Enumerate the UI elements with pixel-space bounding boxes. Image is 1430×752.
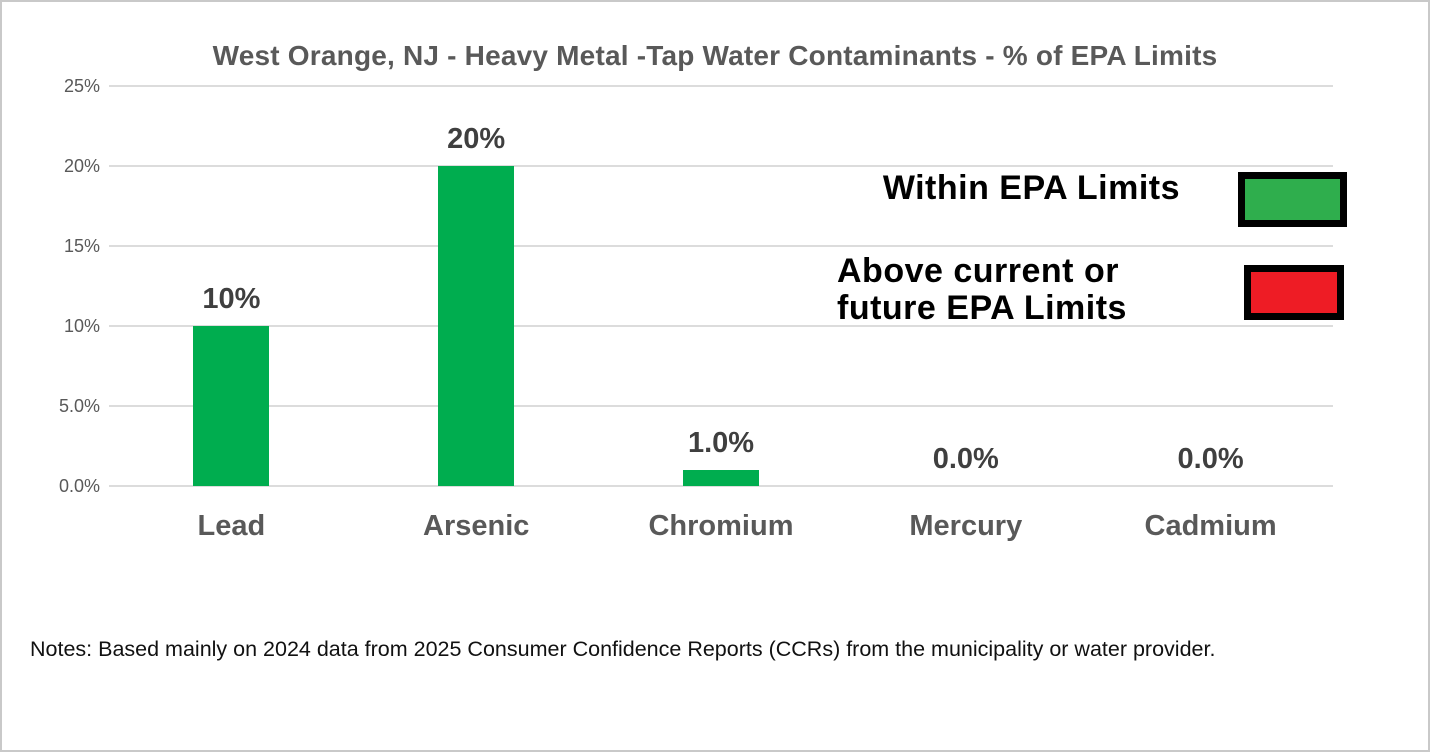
y-tick-25: 25%	[63, 76, 100, 96]
bar-value-label-chromium: 1.0%	[687, 427, 755, 459]
bar-value-label-arsenic: 20%	[447, 123, 506, 155]
plot-area: 10% 20% 1.0% 0.0% 0.0%	[109, 85, 1333, 487]
legend-swatch-green	[1238, 172, 1347, 227]
bar-column-cadmium: 0.0%	[1088, 86, 1333, 486]
y-tick-5: 5.0%	[58, 396, 100, 416]
bar-column-chromium: 1.0%	[599, 86, 844, 486]
bar-lead	[193, 326, 270, 486]
legend-label-above-limits: Above current or future EPA Limits	[837, 252, 1127, 327]
notes-text: Notes: Based mainly on 2024 data from 20…	[30, 637, 1216, 661]
bar-value-label-cadmium: 0.0%	[1177, 443, 1244, 475]
bar-column-arsenic: 20%	[354, 86, 599, 486]
y-tick-15: 15%	[63, 236, 100, 256]
gridline-25pct	[109, 85, 1333, 87]
x-label-chromium: Chromium	[648, 510, 794, 542]
x-label-cadmium: Cadmium	[1144, 510, 1277, 542]
gridline-15pct	[109, 245, 1333, 247]
chart-title: West Orange, NJ - Heavy Metal -Tap Water…	[212, 40, 1218, 71]
legend-label-within-limits: Within EPA Limits	[882, 169, 1180, 207]
bar-value-label-lead: 10%	[202, 283, 261, 315]
bar-chromium	[682, 470, 759, 486]
legend-swatch-red	[1244, 265, 1344, 320]
bar-column-lead: 10%	[109, 86, 354, 486]
x-label-lead: Lead	[197, 510, 266, 542]
gridline-20pct	[109, 165, 1333, 167]
y-tick-20: 20%	[63, 156, 100, 176]
x-label-mercury: Mercury	[909, 510, 1023, 542]
gridline-5pct	[109, 405, 1333, 407]
bar-arsenic	[438, 166, 515, 486]
x-label-arsenic: Arsenic	[423, 510, 530, 542]
bars-container: 10% 20% 1.0% 0.0% 0.0%	[109, 86, 1333, 486]
y-tick-0: 0.0%	[58, 476, 100, 496]
y-tick-10: 10%	[63, 316, 100, 336]
gridline-0pct-baseline	[109, 485, 1333, 487]
x-axis-labels: Lead Arsenic Chromium Mercury Cadmium	[109, 508, 1333, 544]
bar-value-label-mercury: 0.0%	[932, 443, 999, 475]
gridline-10pct	[109, 325, 1333, 327]
bar-column-mercury: 0.0%	[843, 86, 1088, 486]
